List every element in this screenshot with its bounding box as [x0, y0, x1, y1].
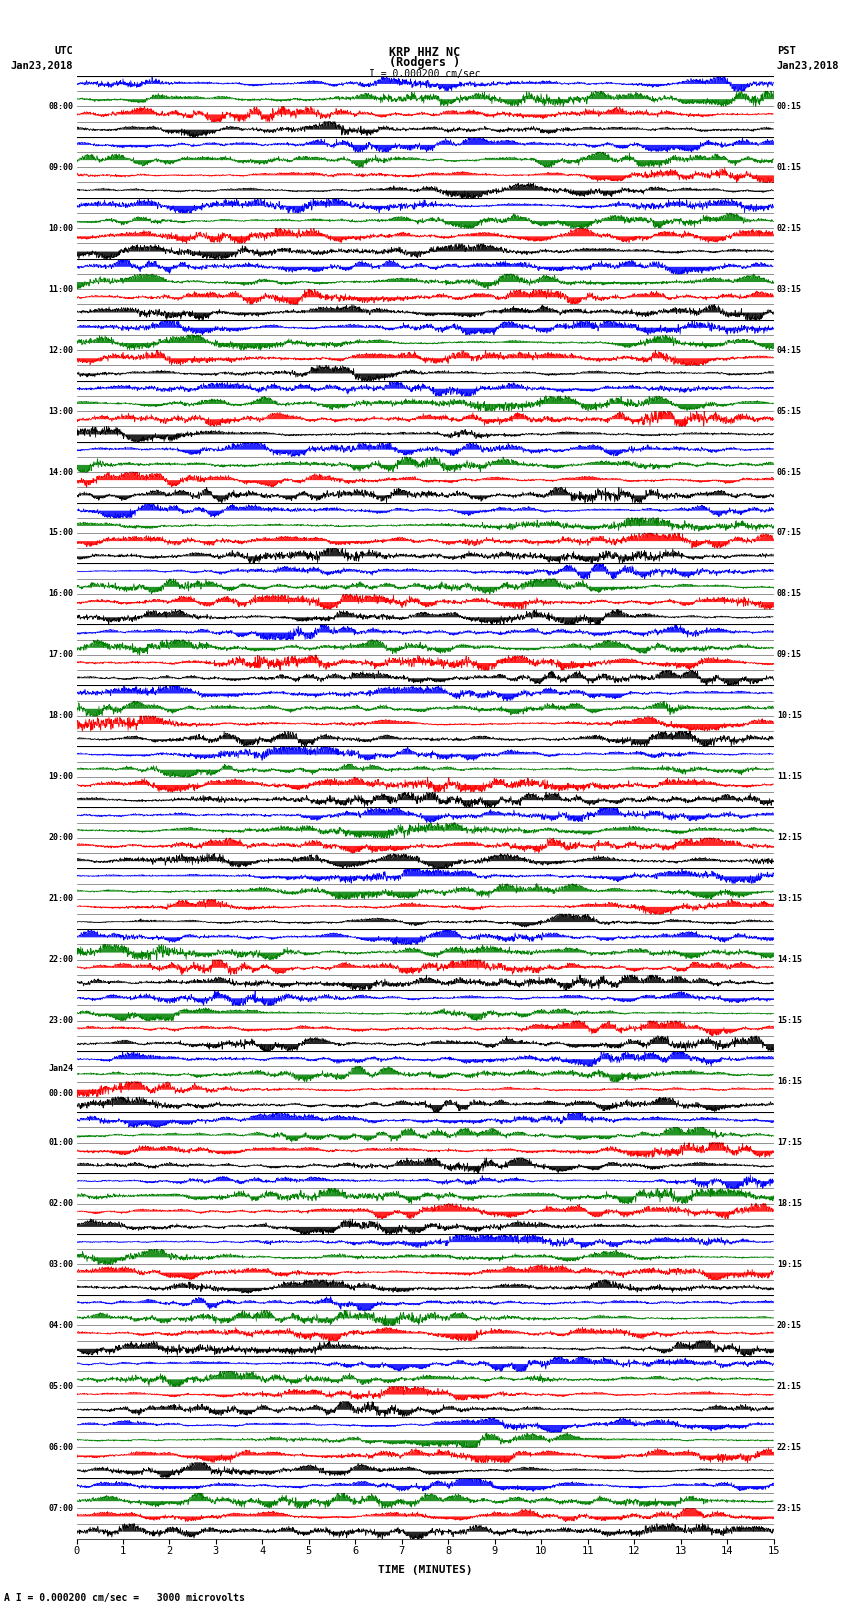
Text: 16:15: 16:15 — [777, 1077, 802, 1086]
Text: 10:00: 10:00 — [48, 224, 73, 232]
Text: I = 0.000200 cm/sec: I = 0.000200 cm/sec — [369, 69, 481, 79]
Text: 07:15: 07:15 — [777, 529, 802, 537]
Text: 03:15: 03:15 — [777, 284, 802, 294]
Text: 06:15: 06:15 — [777, 468, 802, 476]
Text: 21:00: 21:00 — [48, 894, 73, 903]
Text: 22:15: 22:15 — [777, 1444, 802, 1452]
Text: 00:00: 00:00 — [48, 1089, 73, 1098]
Text: 01:00: 01:00 — [48, 1139, 73, 1147]
Text: 16:00: 16:00 — [48, 589, 73, 598]
Text: 14:00: 14:00 — [48, 468, 73, 476]
Text: 13:15: 13:15 — [777, 894, 802, 903]
Text: 19:15: 19:15 — [777, 1260, 802, 1269]
Text: 14:15: 14:15 — [777, 955, 802, 965]
Text: 08:15: 08:15 — [777, 589, 802, 598]
Text: 05:15: 05:15 — [777, 406, 802, 416]
Text: A I = 0.000200 cm/sec =   3000 microvolts: A I = 0.000200 cm/sec = 3000 microvolts — [4, 1594, 245, 1603]
Text: 10:15: 10:15 — [777, 711, 802, 721]
Text: 21:15: 21:15 — [777, 1382, 802, 1390]
Text: Jan24: Jan24 — [48, 1063, 73, 1073]
Text: 11:15: 11:15 — [777, 773, 802, 781]
Text: 04:15: 04:15 — [777, 345, 802, 355]
Text: 04:00: 04:00 — [48, 1321, 73, 1331]
Text: 01:15: 01:15 — [777, 163, 802, 171]
Text: 15:15: 15:15 — [777, 1016, 802, 1026]
Text: 13:00: 13:00 — [48, 406, 73, 416]
Text: Jan23,2018: Jan23,2018 — [777, 61, 840, 71]
Text: 02:15: 02:15 — [777, 224, 802, 232]
Text: 22:00: 22:00 — [48, 955, 73, 965]
Text: 15:00: 15:00 — [48, 529, 73, 537]
Text: 09:00: 09:00 — [48, 163, 73, 171]
Text: 17:15: 17:15 — [777, 1139, 802, 1147]
Text: TIME (MINUTES): TIME (MINUTES) — [377, 1565, 473, 1574]
Text: 17:00: 17:00 — [48, 650, 73, 660]
Text: 11:00: 11:00 — [48, 284, 73, 294]
Text: (Rodgers ): (Rodgers ) — [389, 56, 461, 69]
Text: 18:15: 18:15 — [777, 1198, 802, 1208]
Text: 19:00: 19:00 — [48, 773, 73, 781]
Text: 20:15: 20:15 — [777, 1321, 802, 1331]
Text: 18:00: 18:00 — [48, 711, 73, 721]
Text: 12:15: 12:15 — [777, 834, 802, 842]
Text: 07:00: 07:00 — [48, 1503, 73, 1513]
Text: Jan23,2018: Jan23,2018 — [10, 61, 73, 71]
Text: 05:00: 05:00 — [48, 1382, 73, 1390]
Text: PST: PST — [777, 47, 796, 56]
Text: KRP HHZ NC: KRP HHZ NC — [389, 45, 461, 58]
Text: 23:15: 23:15 — [777, 1503, 802, 1513]
Text: 12:00: 12:00 — [48, 345, 73, 355]
Text: UTC: UTC — [54, 47, 73, 56]
Text: 03:00: 03:00 — [48, 1260, 73, 1269]
Text: 08:00: 08:00 — [48, 102, 73, 111]
Text: 09:15: 09:15 — [777, 650, 802, 660]
Text: 23:00: 23:00 — [48, 1016, 73, 1026]
Text: 02:00: 02:00 — [48, 1198, 73, 1208]
Text: 20:00: 20:00 — [48, 834, 73, 842]
Text: 00:15: 00:15 — [777, 102, 802, 111]
Text: 06:00: 06:00 — [48, 1444, 73, 1452]
